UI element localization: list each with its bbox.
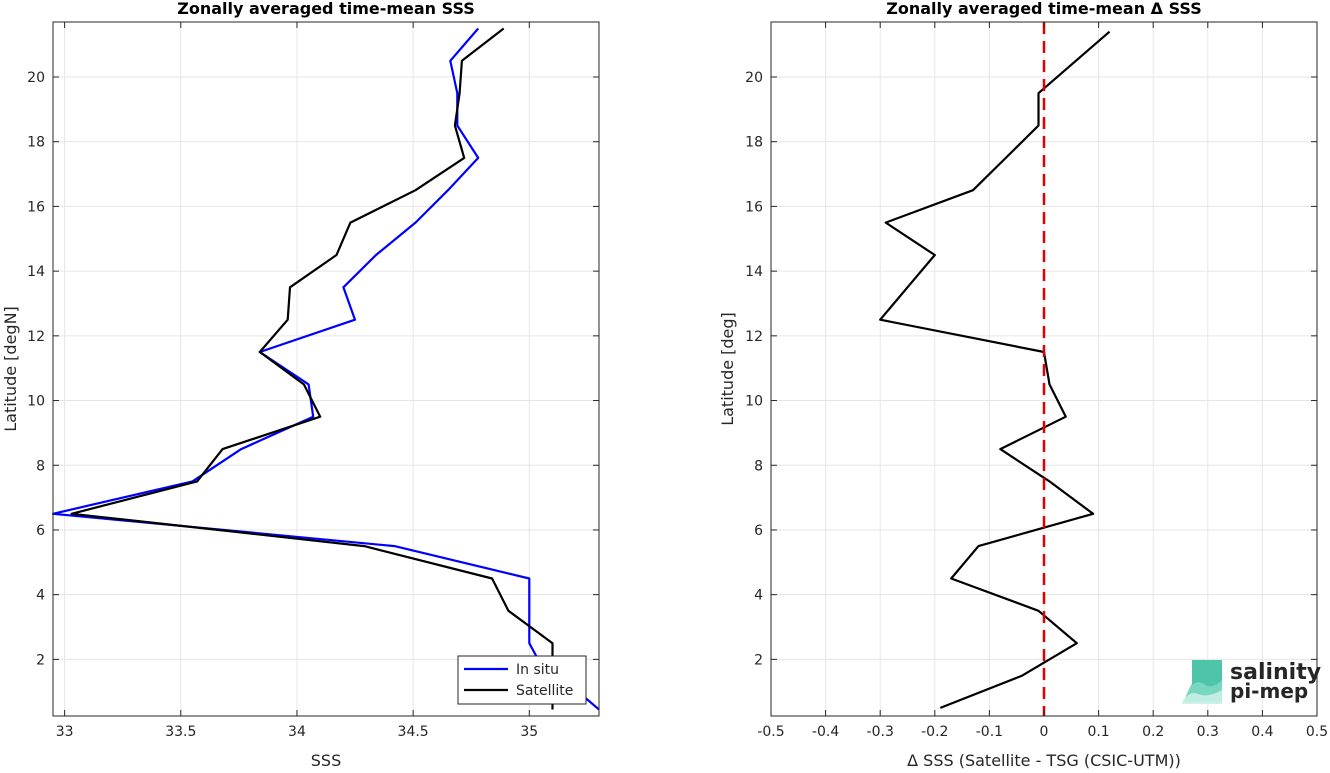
chart-title: Zonally averaged time-mean SSS bbox=[177, 0, 475, 18]
x-tick-label: -0.4 bbox=[812, 724, 839, 740]
wave-logo-icon bbox=[1182, 660, 1222, 704]
legend-box bbox=[457, 655, 587, 705]
grid bbox=[53, 22, 599, 716]
x-tick-label: -0.3 bbox=[867, 724, 894, 740]
y-axis-label: Latitude [degN] bbox=[1, 306, 20, 432]
y-tick-label: 14 bbox=[27, 264, 45, 280]
y-tick-label: 12 bbox=[27, 329, 45, 345]
salinity-pi-mep-logo: salinity pi-mep bbox=[1182, 660, 1321, 704]
y-tick-label: 18 bbox=[745, 135, 763, 151]
x-tick-label: 0 bbox=[1040, 724, 1049, 740]
legend: In situ Satellite bbox=[457, 655, 587, 705]
x-tick-label: 0.3 bbox=[1197, 724, 1219, 740]
y-tick-label: 16 bbox=[745, 199, 763, 215]
x-tick-label: 34.5 bbox=[398, 724, 429, 740]
y-tick-label: 8 bbox=[36, 458, 45, 474]
x-tick-label: 33.5 bbox=[165, 724, 196, 740]
chart-title: Zonally averaged time-mean Δ SSS bbox=[886, 0, 1202, 18]
x-tick-label: 0.4 bbox=[1251, 724, 1273, 740]
series-line-satellite bbox=[70, 27, 554, 710]
y-tick-label: 2 bbox=[36, 652, 45, 668]
series-group bbox=[879, 22, 1111, 716]
series-line-in-situ bbox=[51, 27, 600, 711]
sss-profile-chart: Zonally averaged time-mean SSS 33 33.5 34 3… bbox=[1, 0, 600, 770]
x-tick-label: -0.2 bbox=[921, 724, 948, 740]
legend-label-in-situ: In situ bbox=[516, 662, 559, 678]
delta-sss-chart: Zonally averaged time-mean Δ SSS -0.5 -0.… bbox=[718, 0, 1328, 770]
x-tick-label: 0.5 bbox=[1306, 724, 1328, 740]
y-tick-label: 2 bbox=[754, 652, 763, 668]
y-tick-label: 12 bbox=[745, 329, 763, 345]
x-tick-label: 0.2 bbox=[1142, 724, 1164, 740]
x-tick-label: 34 bbox=[288, 724, 306, 740]
axes-frame bbox=[52, 21, 600, 717]
x-tick-label: 33 bbox=[56, 724, 74, 740]
y-axis-label: Latitude [deg] bbox=[718, 312, 737, 426]
y-tick-label: 18 bbox=[27, 135, 45, 151]
ticks: -0.5 -0.4 -0.3 -0.2 -0.1 0 0.1 0.2 0.3 0.4 0.5 2 4 6 8… bbox=[745, 22, 1328, 740]
y-tick-label: 4 bbox=[36, 588, 45, 604]
y-tick-label: 20 bbox=[27, 70, 45, 86]
y-tick-label: 14 bbox=[745, 264, 763, 280]
series-line-delta-sss bbox=[879, 30, 1111, 709]
logo-text-salinity: salinity bbox=[1230, 660, 1321, 685]
y-tick-label: 4 bbox=[754, 588, 763, 604]
y-tick-label: 10 bbox=[745, 394, 763, 410]
y-tick-label: 20 bbox=[745, 70, 763, 86]
x-tick-label: -0.5 bbox=[757, 724, 784, 740]
x-tick-label: -0.1 bbox=[976, 724, 1003, 740]
y-tick-label: 10 bbox=[27, 394, 45, 410]
ticks: 33 33.5 34 34.5 35 2 4 6 8 10 12 14 16 18 20 bbox=[27, 22, 599, 740]
logo-text-pi-mep: pi-mep bbox=[1230, 679, 1308, 703]
x-axis-label: Δ SSS (Satellite - TSG (CSIC-UTM)) bbox=[907, 751, 1181, 769]
x-tick-label: 35 bbox=[520, 724, 538, 740]
legend-label-satellite: Satellite bbox=[516, 683, 573, 699]
y-tick-label: 6 bbox=[754, 523, 763, 539]
x-tick-label: 0.1 bbox=[1087, 724, 1109, 740]
y-tick-label: 8 bbox=[754, 458, 763, 474]
grid bbox=[770, 22, 1318, 716]
y-tick-label: 16 bbox=[27, 199, 45, 215]
y-tick-label: 6 bbox=[36, 523, 45, 539]
series-group bbox=[51, 27, 600, 711]
x-axis-label: SSS bbox=[311, 751, 341, 769]
